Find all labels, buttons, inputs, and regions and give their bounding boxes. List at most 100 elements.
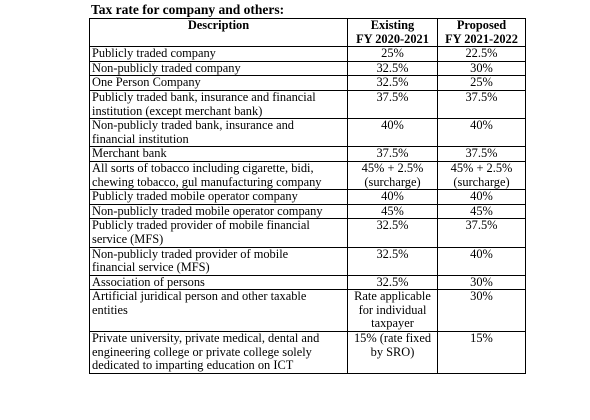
existing-rate-cell-line: for individual — [358, 302, 427, 317]
proposed-rate-cell: 25% — [437, 75, 526, 91]
description-cell: Publicly traded mobile operator company — [89, 189, 348, 205]
proposed-rate-cell-line: 45% + 2.5% — [450, 161, 513, 175]
existing-rate-cell: Rate applicable for individual taxpayer — [347, 289, 438, 333]
proposed-rate-cell-line: 37.5% — [465, 146, 498, 161]
existing-rate-cell: 45% — [347, 203, 438, 220]
description-cell: Non-publicly traded mobile operator comp… — [89, 203, 348, 220]
existing-rate-cell-line: by SRO) — [370, 344, 415, 359]
table-row: Private university, private medical, den… — [89, 331, 526, 374]
proposed-rate-cell: 40% — [437, 189, 526, 205]
existing-rate-cell: 32.5% — [347, 60, 438, 77]
description-cell-line: Association of persons — [92, 275, 205, 289]
proposed-rate-cell: 45% — [437, 203, 526, 220]
table-row: Publicly traded company 25% 22.5% — [89, 46, 526, 62]
existing-rate-cell-line: (surcharge) — [364, 174, 421, 189]
proposed-rate-cell: 15% — [437, 331, 526, 374]
description-cell-line: Private university, private medical, den… — [92, 331, 320, 346]
description-cell: Merchant bank — [89, 146, 348, 162]
description-cell-line: Artificial juridical person and other ta… — [92, 289, 307, 304]
header-existing: Existing FY 2020-2021 — [347, 17, 438, 48]
description-cell-line: entities — [92, 302, 128, 317]
existing-rate-cell-line: 32.5% — [376, 75, 409, 90]
description-cell-line: All sorts of tobacco including cigarette… — [92, 161, 314, 175]
table-row: Non-publicly traded company 32.5% 30% — [89, 60, 526, 77]
table-body: Publicly traded company 25% 22.5% Non-publi… — [89, 46, 526, 374]
description-cell: Non-publicly traded bank, insurance and f… — [89, 118, 348, 148]
proposed-rate-cell-line: 37.5% — [465, 218, 498, 233]
proposed-rate-cell: 37.5% — [437, 146, 526, 162]
header-description-label: Description — [187, 18, 250, 32]
table-row: Publicly traded bank, insurance and fina… — [89, 89, 526, 120]
proposed-rate-cell: 22.5% — [437, 46, 526, 62]
description-cell: Publicly traded provider of mobile finan… — [89, 218, 348, 248]
proposed-rate-cell: 37.5% — [437, 89, 526, 120]
header-row: Description Existing FY 2020-2021 Propos… — [89, 17, 526, 48]
existing-rate-cell: 32.5% — [347, 75, 438, 91]
proposed-rate-cell-line: 45% — [470, 204, 493, 218]
description-cell: Association of persons — [89, 274, 348, 291]
proposed-rate-cell: 40% — [437, 246, 526, 276]
proposed-rate-cell-line: 22.5% — [465, 46, 498, 61]
existing-rate-cell-line: 40% — [381, 118, 404, 133]
existing-rate-cell: 37.5% — [347, 146, 438, 162]
description-cell-line: Non-publicly traded mobile operator comp… — [92, 204, 323, 218]
existing-rate-cell: 32.5% — [347, 274, 438, 291]
existing-rate-cell-line: 32.5% — [376, 247, 409, 261]
table-row: Non-publicly traded mobile operator comp… — [89, 203, 526, 220]
table-row: Non-publicly traded provider of mobile fi… — [89, 246, 526, 276]
proposed-rate-cell-line: 30% — [470, 61, 493, 75]
tax-rate-table: Description Existing FY 2020-2021 Propos… — [89, 17, 526, 374]
proposed-rate-cell-line: 40% — [470, 118, 493, 133]
table-row: Artificial juridical person and other ta… — [89, 289, 526, 333]
proposed-rate-cell: 40% — [437, 118, 526, 148]
description-cell: All sorts of tobacco including cigarette… — [89, 160, 348, 191]
description-cell-line: dedicated to imparting education on ICT — [92, 358, 294, 373]
proposed-rate-cell-line: 37.5% — [465, 90, 498, 104]
existing-rate-cell: 37.5% — [347, 89, 438, 120]
proposed-rate-cell-line: 40% — [470, 247, 493, 261]
table-row: All sorts of tobacco including cigarette… — [89, 160, 526, 191]
proposed-rate-cell: 30% — [437, 289, 526, 333]
table-row: Merchant bank 37.5% 37.5% — [89, 146, 526, 162]
proposed-rate-cell: 30% — [437, 60, 526, 77]
existing-rate-cell: 40% — [347, 118, 438, 148]
proposed-rate-cell-line: 15% — [470, 331, 493, 346]
proposed-rate-cell: 45% + 2.5% (surcharge) — [437, 160, 526, 191]
table-row: Non-publicly traded bank, insurance and f… — [89, 118, 526, 148]
table-title: Tax rate for company and others: — [91, 2, 285, 17]
description-cell: Publicly traded bank, insurance and fina… — [89, 89, 348, 120]
existing-rate-cell-line: Rate applicable — [354, 289, 431, 304]
description-cell-line: Non-publicly traded company — [92, 61, 241, 75]
existing-rate-cell-line: 25% — [381, 46, 404, 61]
description-cell-line: Non-publicly traded provider of mobile — [92, 247, 289, 261]
description-cell: One Person Company — [89, 75, 348, 91]
proposed-rate-cell: 30% — [437, 274, 526, 291]
existing-rate-cell-line: 40% — [381, 189, 404, 204]
description-cell: Non-publicly traded provider of mobile fi… — [89, 246, 348, 276]
description-cell: Private university, private medical, den… — [89, 331, 348, 374]
existing-rate-cell-line: taxpayer — [371, 316, 414, 331]
proposed-rate-cell-line: 30% — [470, 289, 493, 304]
description-cell-line: Publicly traded company — [92, 46, 216, 61]
table-row: Publicly traded mobile operator company 4… — [89, 189, 526, 205]
description-cell-line: Non-publicly traded bank, insurance and — [92, 118, 294, 133]
existing-rate-cell: 32.5% — [347, 246, 438, 276]
existing-rate-cell-line: 32.5% — [376, 218, 409, 233]
existing-rate-cell-line: 45% — [381, 204, 404, 218]
existing-rate-cell-line: 32.5% — [376, 61, 409, 75]
description-cell-line: engineering college or private college s… — [92, 344, 312, 359]
proposed-rate-cell-line: 25% — [470, 75, 493, 90]
description-cell-line: institution (except merchant bank) — [92, 103, 263, 118]
existing-rate-cell-line: 37.5% — [376, 146, 409, 161]
proposed-rate-cell-line: (surcharge) — [453, 174, 510, 189]
existing-rate-cell: 40% — [347, 189, 438, 205]
description-cell-line: chewing tobacco, gul manufacturing compa… — [92, 174, 322, 189]
proposed-rate-cell: 37.5% — [437, 218, 526, 248]
proposed-rate-cell-line: 30% — [470, 275, 493, 289]
description-cell-line: financial service (MFS) — [92, 260, 210, 275]
description-cell-line: One Person Company — [92, 75, 201, 90]
header-proposed-line-2: FY 2021-2022 — [445, 31, 518, 46]
header-description: Description — [89, 17, 348, 48]
table-row: One Person Company 32.5% 25% — [89, 75, 526, 91]
description-cell-line: Publicly traded provider of mobile finan… — [92, 218, 310, 233]
